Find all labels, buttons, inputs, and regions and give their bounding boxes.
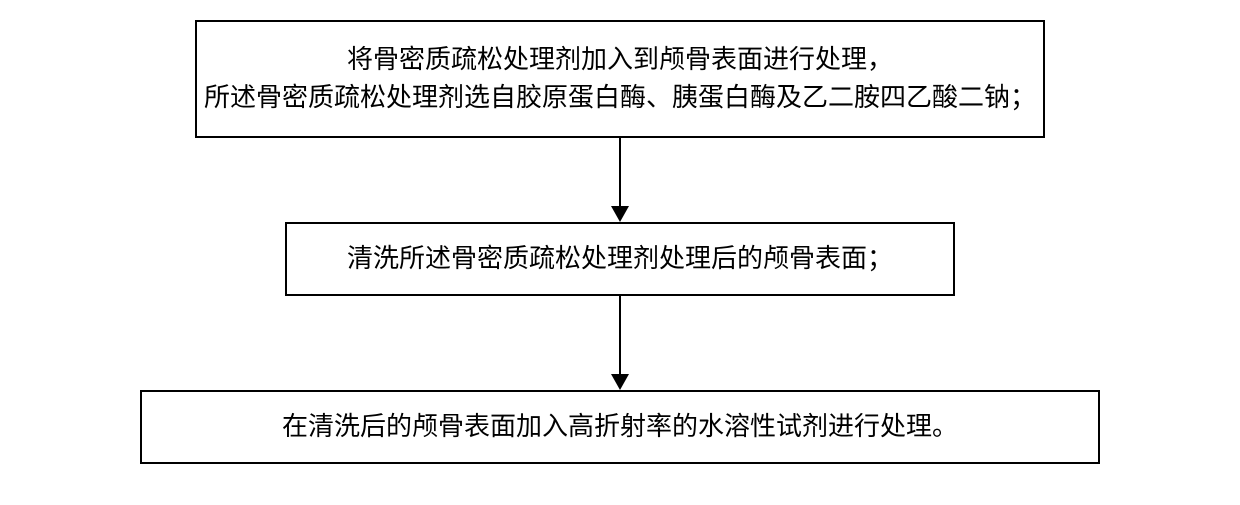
flow-step-1: 将骨密质疏松处理剂加入到颅骨表面进行处理， 所述骨密质疏松处理剂选自胶原蛋白酶、…: [195, 20, 1045, 138]
flow-step-3: 在清洗后的颅骨表面加入高折射率的水溶性试剂进行处理。: [140, 390, 1100, 464]
arrow-2-line: [619, 296, 621, 374]
flow-step-3-line1: 在清洗后的颅骨表面加入高折射率的水溶性试剂进行处理。: [282, 408, 958, 446]
arrow-1-line: [619, 138, 621, 206]
arrow-1-head: [611, 206, 629, 222]
flow-step-2: 清洗所述骨密质疏松处理剂处理后的颅骨表面；: [285, 222, 955, 296]
flow-step-1-line2: 所述骨密质疏松处理剂选自胶原蛋白酶、胰蛋白酶及乙二胺四乙酸二钠；: [204, 79, 1036, 117]
flow-step-2-line1: 清洗所述骨密质疏松处理剂处理后的颅骨表面；: [347, 240, 893, 278]
arrow-2-head: [611, 374, 629, 390]
flow-step-1-line1: 将骨密质疏松处理剂加入到颅骨表面进行处理，: [347, 41, 893, 79]
